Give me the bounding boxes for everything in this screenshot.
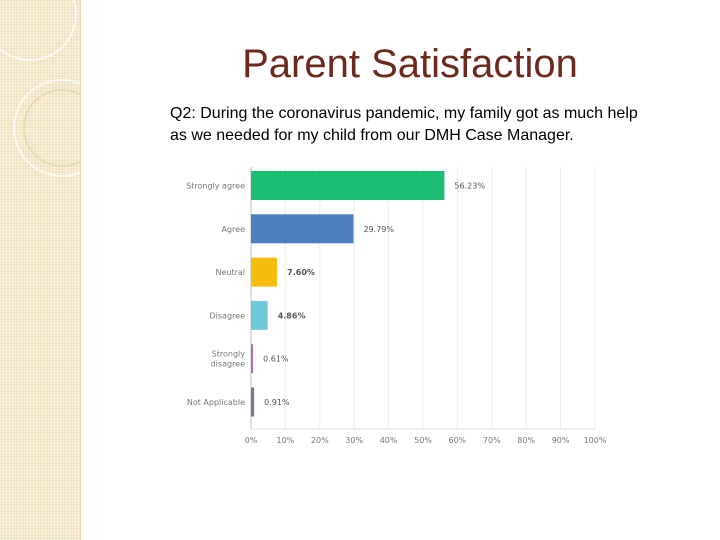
data-label: 4.86%	[278, 311, 306, 320]
x-tick-label: 10%	[277, 436, 295, 445]
bar	[251, 344, 254, 374]
category-label: Agree	[221, 225, 245, 234]
category-label: Strongly disagree	[211, 350, 246, 369]
bar	[251, 300, 268, 330]
x-tick-label: 50%	[414, 436, 432, 445]
x-tick-label: 90%	[552, 436, 570, 445]
data-label: 0.91%	[264, 398, 290, 407]
data-label: 56.23%	[454, 182, 485, 191]
bar	[251, 257, 278, 287]
x-tick-label: 100%	[584, 436, 607, 445]
x-tick-label: 40%	[380, 436, 398, 445]
category-label: Neutral	[215, 268, 245, 277]
sidebar-texture	[0, 0, 81, 540]
x-tick-label: 70%	[483, 436, 501, 445]
sidebar-circles-decoration	[0, 0, 80, 177]
data-label: 0.61%	[263, 355, 289, 364]
x-tick-label: 0%	[245, 436, 258, 445]
bar	[251, 387, 255, 417]
bar	[251, 171, 445, 200]
slide-title: Parent Satisfaction	[242, 42, 578, 86]
survey-question: Q2: During the coronavirus pandemic, my …	[170, 105, 638, 144]
x-tick-label: 60%	[449, 436, 467, 445]
data-label: 7.60%	[287, 268, 315, 277]
category-label: Not Applicable	[187, 398, 245, 407]
category-label: Strongly agree	[186, 182, 245, 191]
category-label: Disagree	[210, 311, 246, 320]
data-label: 29.79%	[363, 225, 394, 234]
bar	[251, 214, 354, 244]
x-tick-label: 30%	[345, 436, 363, 445]
x-tick-label: 80%	[517, 436, 535, 445]
x-tick-label: 20%	[311, 436, 329, 445]
survey-bar-chart: 0% 10% 20% 30% 40% 50% 60% 70% 80% 90% 100% Strongl…	[186, 167, 607, 445]
